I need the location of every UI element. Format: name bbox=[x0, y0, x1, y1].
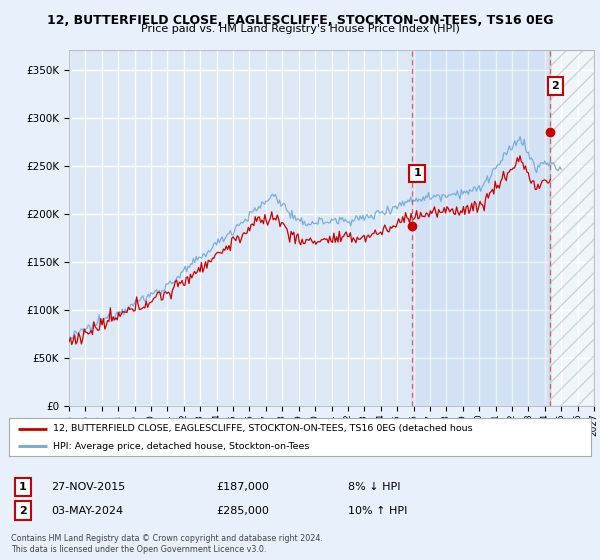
Text: Contains HM Land Registry data © Crown copyright and database right 2024.
This d: Contains HM Land Registry data © Crown c… bbox=[11, 534, 323, 554]
Text: 27-NOV-2015: 27-NOV-2015 bbox=[51, 482, 125, 492]
Bar bbox=[550, 50, 594, 406]
Text: 12, BUTTERFIELD CLOSE, EAGLESCLIFFE, STOCKTON-ON-TEES, TS16 0EG: 12, BUTTERFIELD CLOSE, EAGLESCLIFFE, STO… bbox=[47, 14, 553, 27]
Text: £187,000: £187,000 bbox=[216, 482, 269, 492]
Text: 2: 2 bbox=[551, 81, 559, 91]
Text: 12, BUTTERFIELD CLOSE, EAGLESCLIFFE, STOCKTON-ON-TEES, TS16 0EG (detached hous: 12, BUTTERFIELD CLOSE, EAGLESCLIFFE, STO… bbox=[53, 424, 472, 433]
Text: 8% ↓ HPI: 8% ↓ HPI bbox=[348, 482, 401, 492]
Text: 1: 1 bbox=[413, 169, 421, 179]
Text: 03-MAY-2024: 03-MAY-2024 bbox=[51, 506, 123, 516]
Text: 2: 2 bbox=[19, 506, 26, 516]
Text: £285,000: £285,000 bbox=[216, 506, 269, 516]
Text: 10% ↑ HPI: 10% ↑ HPI bbox=[348, 506, 407, 516]
Text: Price paid vs. HM Land Registry's House Price Index (HPI): Price paid vs. HM Land Registry's House … bbox=[140, 24, 460, 34]
Bar bbox=[412, 50, 550, 406]
Text: 1: 1 bbox=[19, 482, 26, 492]
Text: HPI: Average price, detached house, Stockton-on-Tees: HPI: Average price, detached house, Stoc… bbox=[53, 442, 309, 451]
